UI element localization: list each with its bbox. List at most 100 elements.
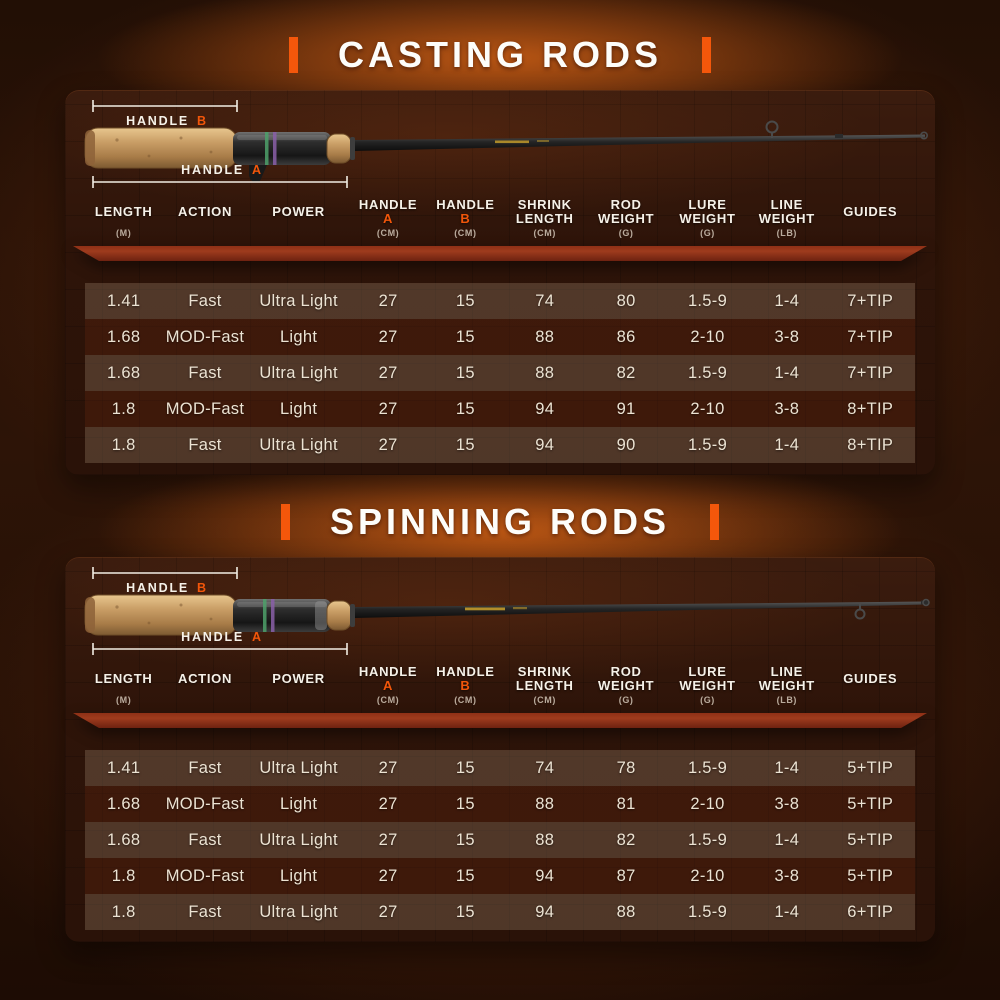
table-cell: 7+TIP — [847, 327, 894, 346]
column-unit: (CM) — [454, 695, 477, 705]
table-cell: 15 — [455, 327, 475, 346]
column-header-label: GUIDES — [843, 671, 898, 686]
column-header-label: ACTION — [178, 671, 233, 686]
column-header: GUIDES — [825, 197, 915, 241]
table-cell: Ultra Light — [259, 758, 338, 777]
table-cell: 27 — [378, 866, 398, 885]
column-header: ACTION — [162, 664, 247, 708]
table-cell: 3-8 — [774, 794, 800, 813]
table-row: 1.68 Fast Ultra Light 27 15 88 82 1.5-9 1-4 7+TIP — [85, 355, 915, 391]
table-cell: Light — [279, 866, 318, 885]
table-row: 1.8 MOD-Fast Light 27 15 94 87 2-10 3-8 5+TIP — [85, 858, 915, 894]
table-cell: Fast — [188, 902, 222, 921]
line-guide-icon — [765, 120, 779, 134]
foregrip — [326, 133, 352, 164]
table-cell: 2-10 — [690, 327, 725, 346]
table-cell: MOD-Fast — [165, 327, 245, 346]
table-cell: 5+TIP — [847, 866, 894, 885]
section-title-row: SPINNING RODS — [0, 499, 1000, 545]
header-divider-ribbon — [65, 713, 935, 728]
handle-a-letter: A — [252, 630, 263, 644]
column-header-accent-letter: B — [460, 678, 471, 693]
column-unit: (LB) — [776, 228, 798, 238]
table-cell: 88 — [616, 902, 636, 921]
table-cell: 88 — [535, 830, 555, 849]
column-header-label-line2: LENGTH — [515, 678, 574, 693]
column-header-label: POWER — [272, 204, 325, 219]
trigger-grip — [249, 165, 267, 183]
table-cell: 5+TIP — [847, 758, 894, 777]
table-cell: 94 — [535, 435, 555, 454]
table-cell: 27 — [378, 902, 398, 921]
table-row: 1.68 MOD-Fast Light 27 15 88 86 2-10 3-8 7+TIP — [85, 319, 915, 355]
table-cell: Ultra Light — [259, 363, 338, 382]
table-cell: 94 — [535, 399, 555, 418]
handle-a-letter: A — [252, 163, 263, 177]
column-unit: (G) — [700, 228, 715, 238]
column-header-label: SHRINK — [517, 197, 572, 212]
table-cell: 90 — [616, 435, 636, 454]
column-header-label: LENGTH — [94, 671, 153, 686]
column-header: LENGTH (M) — [85, 664, 162, 708]
table-cell: 78 — [616, 758, 636, 777]
title-accent-bar-right-icon — [702, 37, 711, 73]
column-unit: (CM) — [533, 228, 556, 238]
column-header-accent-letter: A — [383, 678, 394, 693]
handle-a-measurement: HANDLE A — [92, 163, 348, 188]
foregrip — [326, 600, 352, 631]
title-accent-bar-right-icon — [710, 504, 720, 540]
table-cell: Light — [279, 399, 318, 418]
column-header: POWER — [248, 664, 350, 708]
line-guide-icon — [854, 608, 866, 620]
table-cell: 80 — [616, 291, 636, 310]
table-cell: 27 — [378, 830, 398, 849]
table-cell: 6+TIP — [847, 902, 894, 921]
table-cell: MOD-Fast — [165, 794, 245, 813]
table-cell: 1.5-9 — [687, 291, 728, 310]
table-cell: 15 — [455, 830, 475, 849]
section-title: SPINNING RODS — [329, 501, 671, 542]
column-header: HANDLE A (CM) — [349, 664, 426, 708]
handle-b-label: HANDLE — [126, 114, 189, 128]
column-header-label-line2: WEIGHT — [598, 211, 655, 226]
table-cell: 74 — [535, 291, 555, 310]
ribbon-bar — [73, 713, 927, 728]
table-cell: 1.68 — [106, 363, 141, 382]
table-cell: Fast — [188, 291, 222, 310]
column-header: LINE WEIGHT (LB) — [748, 197, 825, 241]
column-header-label: GUIDES — [843, 204, 898, 219]
table-cell: 2-10 — [690, 399, 725, 418]
table-header-row: LENGTH (M) ACTION POWER HANDLE A (CM) HANDLE B (C… — [65, 664, 935, 708]
handle-a-measurement: HANDLE A — [92, 630, 348, 655]
column-header: SHRINK LENGTH (CM) — [504, 197, 585, 241]
handle-a-label: HANDLE — [181, 163, 244, 177]
table-cell: 88 — [535, 363, 555, 382]
column-header: LURE WEIGHT (G) — [667, 197, 748, 241]
table-cell: 1.68 — [106, 794, 141, 813]
table-row: 1.8 Fast Ultra Light 27 15 94 90 1.5-9 1-4 8+TIP — [85, 427, 915, 463]
column-unit: (M) — [116, 228, 132, 238]
column-unit: (CM) — [454, 228, 477, 238]
table-cell: Fast — [188, 758, 222, 777]
column-unit: (G) — [618, 228, 634, 238]
table-cell: 8+TIP — [847, 399, 894, 418]
title-accent-bar-left-icon — [280, 504, 290, 540]
table-cell: 3-8 — [774, 866, 800, 885]
table-body: 1.41 Fast Ultra Light 27 15 74 80 1.5-9 1-4 7+TIP… — [85, 283, 915, 463]
table-cell: 27 — [378, 363, 398, 382]
table-cell: 74 — [535, 758, 555, 777]
table-cell: Fast — [188, 435, 222, 454]
table-cell: 88 — [535, 327, 555, 346]
table-cell: 27 — [378, 399, 398, 418]
sections-root: CASTING RODS HANDLE B — [0, 34, 1000, 930]
rod-illustration: HANDLE B — [84, 100, 928, 188]
table-body: 1.41 Fast Ultra Light 27 15 74 78 1.5-9 1-4 5+TIP… — [85, 750, 915, 930]
spinning-rod-image — [84, 594, 930, 636]
table-cell: Fast — [188, 363, 222, 382]
column-header-label: POWER — [272, 671, 325, 686]
column-header-label-line2: WEIGHT — [679, 211, 736, 226]
section-title: CASTING RODS — [337, 34, 662, 75]
